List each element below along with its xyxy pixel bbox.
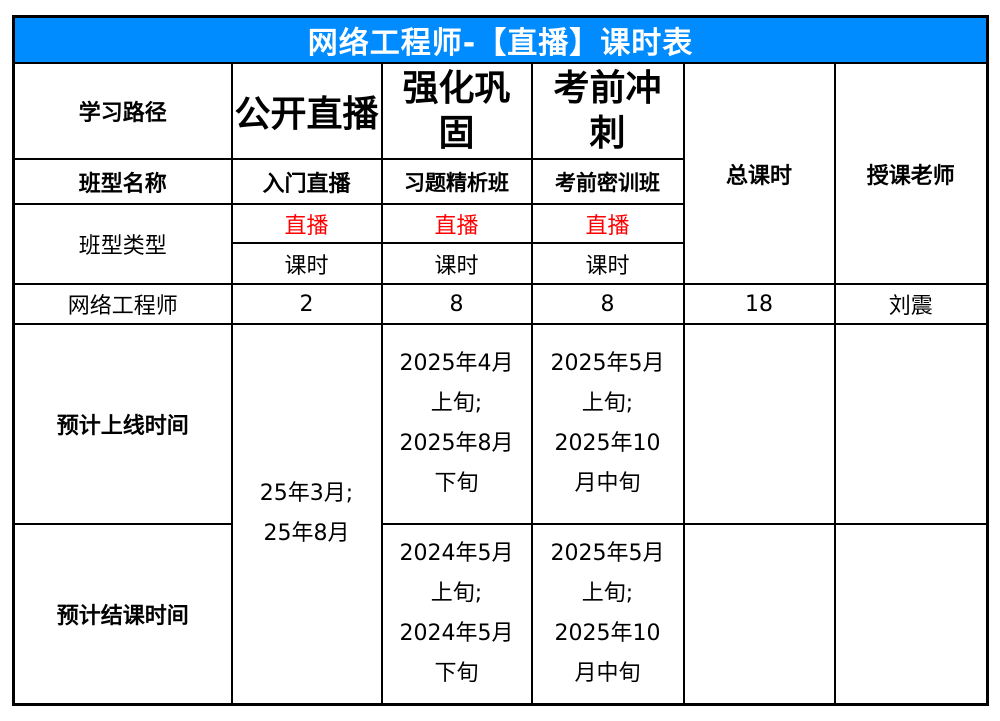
class-name-reinforce: 习题精析班 [380,158,533,205]
course-sprint-hours: 8 [530,283,685,325]
launch-reinforce-dates: 2025年4月 上旬; 2025年8月 下旬 [380,323,533,525]
class-type-hours-sprint: 课时 [530,242,685,285]
launch-end-open-live-dates: 25年3月; 25年8月 [230,323,383,705]
header-total-hours: 总课时 [682,62,836,285]
launch-teacher-empty-cell [833,323,989,525]
course-schedule-table: 网络工程师-【直播】课时表 学习路径 公开直播 强化巩 固 考前冲 刺 总课时 … [12,15,990,706]
header-teacher: 授课老师 [833,62,989,285]
header-learning-path: 学习路径 [12,62,233,160]
class-type-live-reinforce: 直播 [380,203,533,244]
launch-time-label: 预计上线时间 [12,323,233,525]
class-type-hours-open: 课时 [230,242,383,285]
header-open-live: 公开直播 [230,62,383,160]
class-type-hours-reinforce: 课时 [380,242,533,285]
course-total-hours: 18 [682,283,836,325]
class-type-label: 班型类型 [12,203,233,285]
header-sprint: 考前冲 刺 [530,62,685,160]
end-sprint-dates: 2025年5月 上旬; 2025年10 月中旬 [530,523,685,705]
end-reinforce-dates: 2024年5月 上旬; 2024年5月 下旬 [380,523,533,705]
class-type-live-sprint: 直播 [530,203,685,244]
table-title: 网络工程师-【直播】课时表 [12,15,989,64]
course-open-live-hours: 2 [230,283,383,325]
header-reinforce: 强化巩 固 [380,62,533,160]
course-name: 网络工程师 [12,283,233,325]
class-type-live-open: 直播 [230,203,383,244]
class-name-open-live: 入门直播 [230,158,383,205]
end-teacher-empty-cell [833,523,989,705]
launch-total-empty-cell [682,323,836,525]
course-teacher: 刘震 [833,283,989,325]
end-total-empty-cell [682,523,836,705]
end-time-label: 预计结课时间 [12,523,233,705]
class-name-label: 班型名称 [12,158,233,205]
class-name-sprint: 考前密训班 [530,158,685,205]
course-reinforce-hours: 8 [380,283,533,325]
launch-sprint-dates: 2025年5月 上旬; 2025年10 月中旬 [530,323,685,525]
